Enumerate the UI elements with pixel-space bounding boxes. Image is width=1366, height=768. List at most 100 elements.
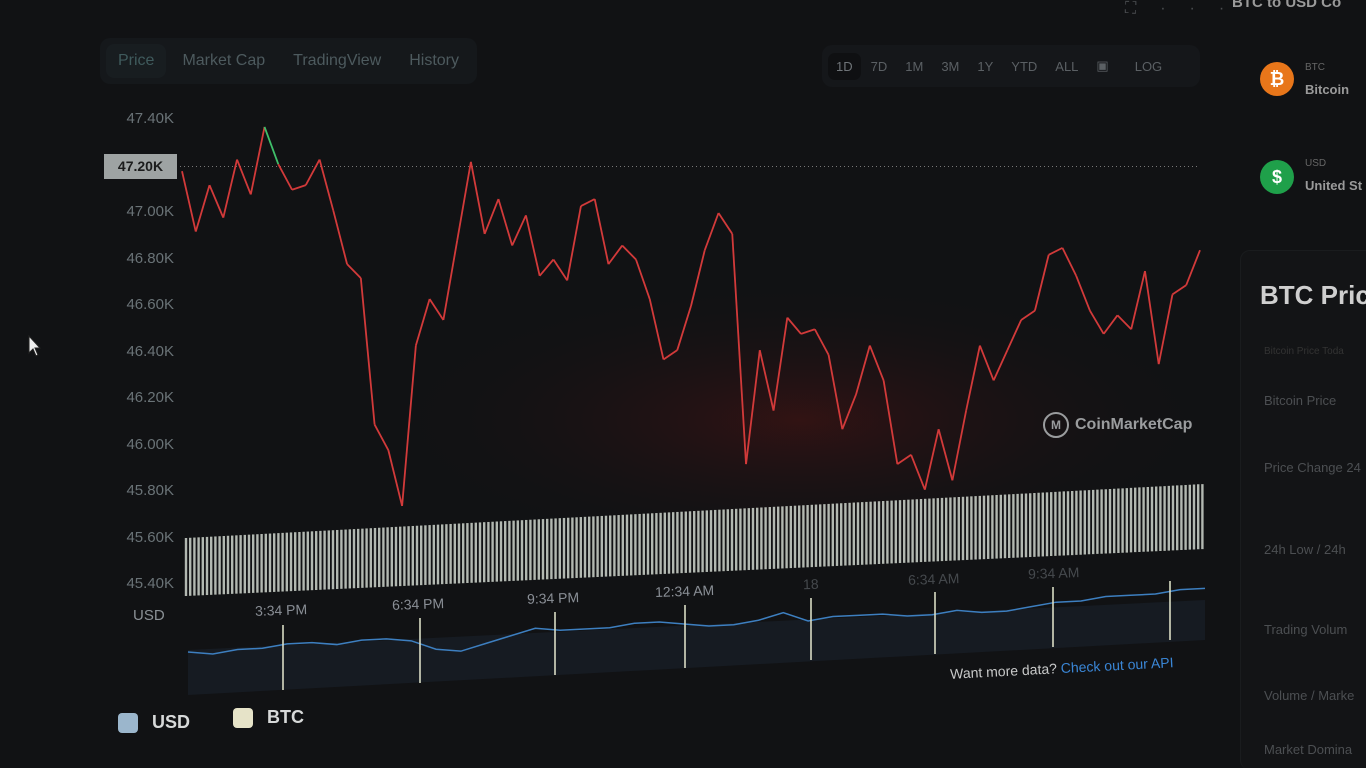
price-segment	[910, 454, 926, 491]
range-3m[interactable]: 3M	[941, 58, 960, 74]
price-segment	[690, 249, 706, 307]
price-segment	[181, 170, 197, 232]
dollar-icon: $	[1260, 160, 1294, 194]
price-segment	[483, 198, 500, 235]
price-segment	[1130, 270, 1146, 330]
price-segment	[359, 278, 376, 425]
price-segment	[332, 210, 348, 265]
price-segment	[758, 349, 775, 411]
price-segment	[676, 305, 692, 351]
coinmarketcap-logo-icon: M	[1043, 412, 1069, 438]
area-glow	[380, 280, 1220, 560]
price-segment	[992, 349, 1009, 381]
stats-title: BTC Pric	[1260, 280, 1366, 310]
legend-usd[interactable]: USD	[118, 712, 190, 733]
price-segment	[1144, 270, 1160, 365]
price-segment	[648, 298, 665, 360]
price-segment	[552, 259, 568, 281]
price-segment	[470, 161, 486, 235]
tab-tradingview[interactable]: TradingView	[293, 52, 382, 69]
range-1y[interactable]: 1Y	[977, 58, 994, 74]
y-tick-label: 46.60K	[126, 296, 174, 313]
range-all[interactable]: ALL	[1055, 58, 1079, 74]
x-tick-label: 12:34 AM	[654, 581, 715, 601]
more-icon[interactable]: ···	[1160, 0, 1249, 17]
x-tick-label: 9:34 PM	[526, 589, 580, 607]
price-segment	[1006, 319, 1022, 351]
navigator	[187, 581, 1206, 695]
legend-btc-label: BTC	[267, 707, 304, 727]
price-segment	[717, 212, 734, 235]
price-segment	[593, 198, 610, 265]
price-segment	[745, 350, 761, 465]
price-segment	[442, 240, 459, 321]
stat-row: Trading Volum	[1264, 622, 1348, 637]
stats-card	[1240, 250, 1366, 768]
price-segment	[1157, 294, 1174, 365]
price-segment	[1034, 254, 1050, 311]
price-segment	[937, 428, 954, 481]
tab-price[interactable]: Price	[106, 44, 167, 78]
range-7d[interactable]: 7D	[870, 58, 888, 74]
currency-label: USD	[133, 607, 165, 624]
price-segment	[525, 215, 541, 276]
price-segment	[1171, 284, 1187, 296]
price-segment	[1089, 310, 1105, 335]
price-segment	[580, 198, 596, 207]
price-segment	[635, 259, 651, 300]
watermark-text: CoinMarketCap	[1075, 416, 1193, 433]
range-log[interactable]: LOG	[1134, 58, 1163, 74]
price-segment	[965, 345, 981, 411]
price-segment	[1102, 314, 1119, 335]
legend-btc-checkbox[interactable]	[233, 707, 253, 728]
converter-title: BTC to USD Co	[1232, 0, 1342, 11]
price-segment	[497, 198, 514, 246]
y-tick-label: 46.00K	[126, 435, 174, 453]
fullscreen-icon[interactable]: ⛶	[1125, 0, 1161, 17]
price-segment	[263, 126, 280, 165]
price-segment	[855, 345, 871, 395]
tab-history[interactable]: History	[409, 52, 459, 69]
price-segment	[249, 126, 266, 195]
price-segment	[373, 424, 390, 451]
watermark: M CoinMarketCap	[1043, 412, 1192, 438]
x-tick-label: 18	[802, 575, 819, 593]
x-tick-label: 9:34 AM	[1027, 564, 1080, 582]
chart-tabs: Price Market Cap TradingView History	[100, 38, 477, 84]
volume-bars	[184, 484, 1204, 596]
price-segment	[786, 317, 802, 335]
stat-row: Price Change 24	[1264, 460, 1361, 475]
y-tick-label: 46.80K	[126, 249, 174, 267]
price-segment	[827, 354, 844, 430]
navigator-background	[188, 600, 1205, 695]
price-segment	[814, 328, 830, 356]
price-segment	[318, 159, 335, 211]
price-segment	[401, 345, 417, 507]
price-segment	[291, 184, 307, 191]
price-segment	[456, 161, 472, 242]
window-controls: ⛶···	[1125, 0, 1248, 18]
coin-name: United St	[1305, 178, 1363, 193]
price-segment	[772, 317, 789, 411]
range-1m[interactable]: 1M	[905, 58, 924, 74]
coin-ticker: USD	[1305, 158, 1327, 169]
legend-usd-checkbox[interactable]	[118, 712, 138, 733]
stat-row: Volume / Marke	[1264, 688, 1355, 703]
price-segment	[1185, 249, 1201, 286]
x-tick-label: 6:34 AM	[907, 570, 960, 588]
x-tick-label: 3:34 PM	[254, 601, 308, 619]
range-1d[interactable]: 1D	[828, 52, 861, 80]
range-ytd[interactable]: YTD	[1011, 58, 1038, 74]
price-segment	[869, 345, 885, 381]
coin-name: Bitcoin	[1305, 82, 1350, 97]
price-segment	[1075, 275, 1091, 311]
legend-btc[interactable]: BTC	[233, 707, 304, 728]
stat-row: 24h Low / 24h	[1264, 542, 1346, 557]
legend-usd-label: USD	[152, 712, 191, 732]
price-segment	[703, 212, 720, 251]
y-tick-label: 47.00K	[126, 203, 174, 220]
calendar-icon[interactable]: ▣	[1096, 58, 1109, 73]
tab-market-cap[interactable]: Market Cap	[182, 52, 266, 69]
price-segment	[415, 298, 431, 346]
